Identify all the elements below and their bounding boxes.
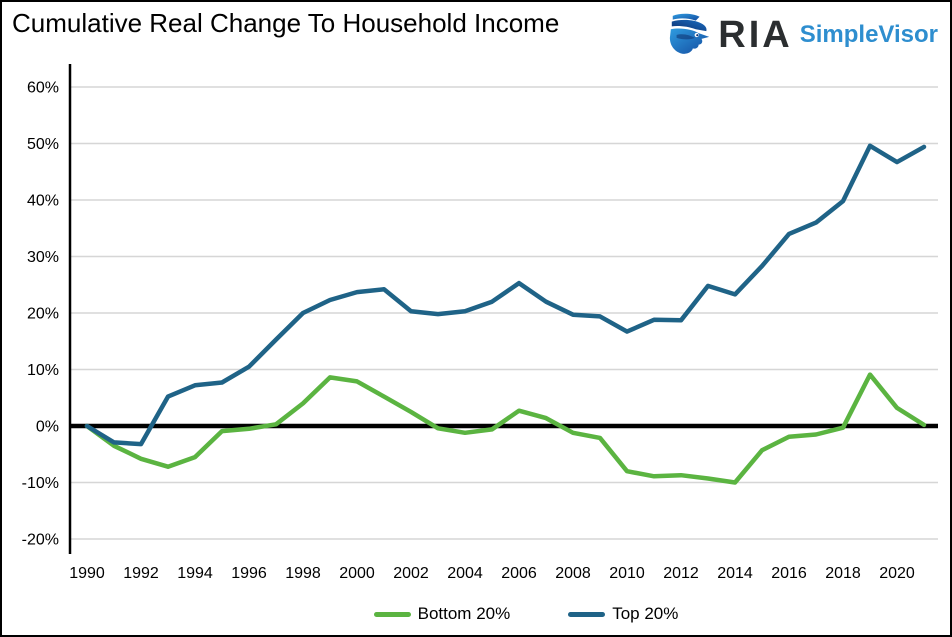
brand-logo: RIA SimpleVisor [667, 12, 938, 58]
x-tick-label: 2018 [825, 565, 861, 582]
legend-label-bottom-20: Bottom 20% [417, 604, 511, 623]
x-tick-label: 2004 [447, 565, 483, 582]
x-tick-label: 2020 [879, 565, 915, 582]
y-tick-label: 10% [27, 362, 59, 379]
brand-ria-text: RIA [718, 14, 793, 56]
x-tick-label: 2002 [393, 565, 429, 582]
x-tick-label: 2014 [717, 565, 753, 582]
legend-swatch-bottom-20 [373, 611, 411, 617]
eagle-icon [670, 13, 710, 54]
y-tick-label: 30% [27, 249, 59, 266]
y-tick-label: -10% [22, 475, 59, 492]
y-tick-label: 40% [27, 193, 59, 210]
top-20--line [84, 143, 927, 447]
x-tick-label: 2012 [663, 565, 699, 582]
x-tick-label: 2008 [555, 565, 591, 582]
x-tick-label: 1996 [231, 565, 267, 582]
x-tick-label: 1990 [69, 565, 105, 582]
x-tick-label: 1998 [285, 565, 321, 582]
x-tick-label: 2010 [609, 565, 645, 582]
y-tick-label: 50% [27, 136, 59, 153]
x-tick-label: 1992 [123, 565, 159, 582]
x-tick-label: 2006 [501, 565, 537, 582]
x-tick-label: 2000 [339, 565, 375, 582]
x-tick-label: 2016 [771, 565, 807, 582]
legend-label-top-20: Top 20% [612, 604, 679, 623]
y-tick-label: 0% [36, 419, 59, 436]
legend-swatch-top-20 [568, 611, 606, 617]
y-tick-label: 60% [27, 80, 59, 97]
legend-item-bottom-20: Bottom 20% [373, 604, 511, 624]
y-tick-label: -20% [22, 532, 59, 549]
page-title: Cumulative Real Change To Household Inco… [12, 8, 560, 38]
x-tick-label: 1994 [177, 565, 213, 582]
bottom-20--line [84, 372, 927, 485]
brand-simplevisor-text: SimpleVisor [799, 21, 938, 48]
legend-item-top-20: Top 20% [568, 604, 678, 624]
legend: Bottom 20% Top 20% [102, 599, 950, 629]
y-tick-label: 20% [27, 306, 59, 323]
